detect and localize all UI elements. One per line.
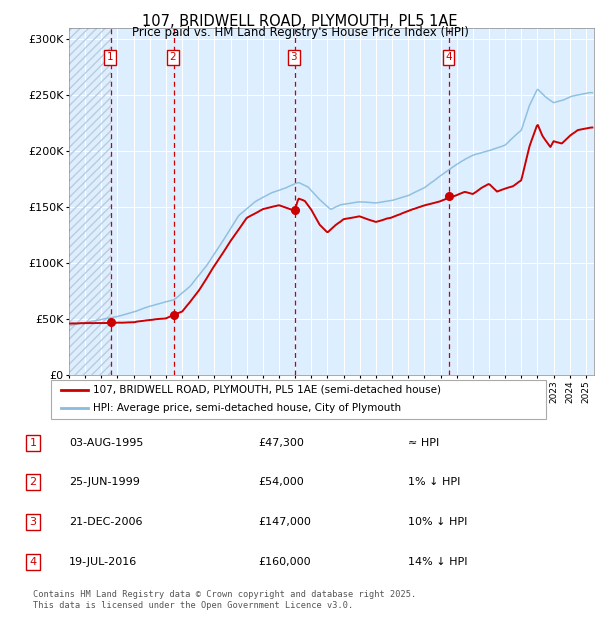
Text: 3: 3	[29, 517, 37, 527]
Text: 4: 4	[29, 557, 37, 567]
Bar	[69, 28, 111, 375]
Text: 2: 2	[29, 477, 37, 487]
Text: £54,000: £54,000	[258, 477, 304, 487]
Text: 25-JUN-1999: 25-JUN-1999	[69, 477, 140, 487]
Bar	[69, 28, 111, 375]
Text: 1: 1	[29, 438, 37, 448]
Text: 1% ↓ HPI: 1% ↓ HPI	[408, 477, 460, 487]
Text: 4: 4	[445, 53, 452, 63]
Text: 14% ↓ HPI: 14% ↓ HPI	[408, 557, 467, 567]
Text: 107, BRIDWELL ROAD, PLYMOUTH, PL5 1AE (semi-detached house): 107, BRIDWELL ROAD, PLYMOUTH, PL5 1AE (s…	[93, 384, 441, 395]
Text: 2: 2	[170, 53, 176, 63]
Text: 1: 1	[107, 53, 113, 63]
Text: Price paid vs. HM Land Registry's House Price Index (HPI): Price paid vs. HM Land Registry's House …	[131, 26, 469, 39]
Text: 21-DEC-2006: 21-DEC-2006	[69, 517, 143, 527]
Text: ≈ HPI: ≈ HPI	[408, 438, 439, 448]
Text: 19-JUL-2016: 19-JUL-2016	[69, 557, 137, 567]
Text: 03-AUG-1995: 03-AUG-1995	[69, 438, 143, 448]
Text: £47,300: £47,300	[258, 438, 304, 448]
Text: HPI: Average price, semi-detached house, City of Plymouth: HPI: Average price, semi-detached house,…	[93, 403, 401, 413]
Text: £147,000: £147,000	[258, 517, 311, 527]
Text: 107, BRIDWELL ROAD, PLYMOUTH, PL5 1AE: 107, BRIDWELL ROAD, PLYMOUTH, PL5 1AE	[142, 14, 458, 29]
Text: 3: 3	[290, 53, 297, 63]
Text: £160,000: £160,000	[258, 557, 311, 567]
Text: 10% ↓ HPI: 10% ↓ HPI	[408, 517, 467, 527]
Text: Contains HM Land Registry data © Crown copyright and database right 2025.
This d: Contains HM Land Registry data © Crown c…	[33, 590, 416, 609]
